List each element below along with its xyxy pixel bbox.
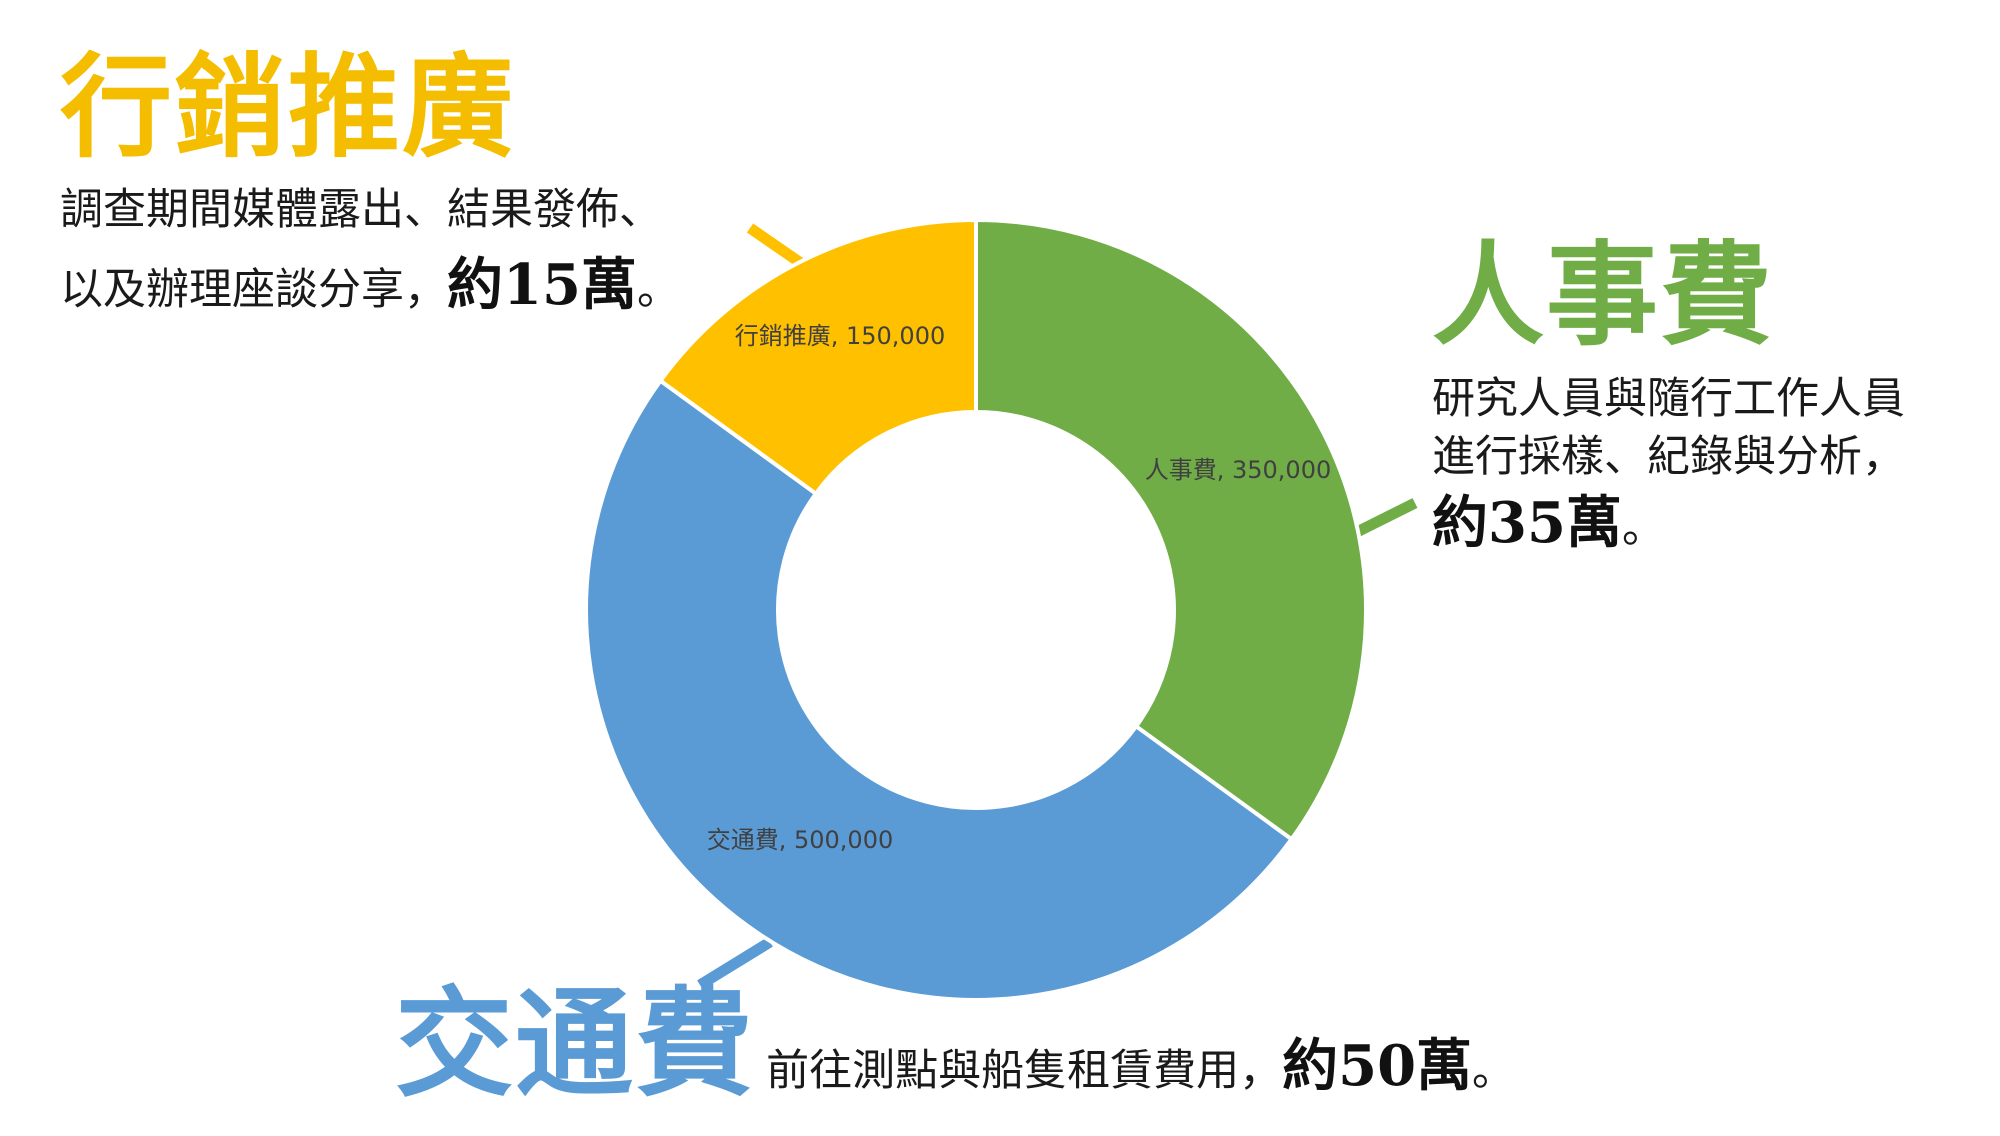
marketing-title: 行銷推廣 [60,42,516,173]
leader-line-marketing [746,223,809,271]
personnel-period: 。 [1621,503,1665,554]
leader-line-transport [697,937,773,990]
donut-data-labels: 人事費, 350,000 交通費, 500,000 行銷推廣, 150,000 [707,322,1332,854]
leader-line-personnel [1352,498,1418,538]
personnel-description: 研究人員與隨行工作人員 進行採樣、紀錄與分析， 約35萬。 [1432,370,1992,562]
personnel-amount: 約35萬 [1432,490,1622,557]
donut-slice-2 [584,377,1295,1002]
marketing-amount: 約15萬 [447,251,637,318]
leader-lines [697,223,1418,990]
data-label-2: 交通費, 500,000 [707,826,894,854]
marketing-desc-line1: 調查期間媒體露出、結果發佈、 [60,185,662,235]
donut-slices [584,217,1368,1002]
data-label-1: 人事費, 350,000 [1145,456,1332,484]
callout-transport: 交通費 前往測點與船隻租賃費用，約50萬。 [395,985,1975,1108]
callout-personnel: 人事費 研究人員與隨行工作人員 進行採樣、紀錄與分析， 約35萬。 [1432,240,1992,562]
transport-period: 。 [1472,1046,1516,1096]
transport-desc: 前往測點與船隻租賃費用， [766,1046,1283,1096]
marketing-desc-line2: 以及辦理座談分享， [60,264,447,315]
data-label-3: 行銷推廣, 150,000 [735,322,946,350]
personnel-desc-line1: 研究人員與隨行工作人員 [1432,374,1905,424]
marketing-period: 。 [636,264,680,315]
transport-title: 交通費 [395,974,756,1113]
callout-marketing: 行銷推廣 調查期間媒體露出、結果發佈、 以及辦理座談分享，約15萬。 [60,52,800,327]
transport-amount: 約50萬 [1282,1033,1473,1099]
transport-description: 前往測點與船隻租賃費用，約50萬。 [766,1033,1516,1099]
donut-slice-3 [657,217,978,497]
donut-slice-1 [974,217,1368,843]
personnel-desc-line2: 進行採樣、紀錄與分析， [1432,432,1905,483]
marketing-description: 調查期間媒體露出、結果發佈、 以及辦理座談分享，約15萬。 [60,178,800,327]
personnel-title: 人事費 [1432,230,1774,361]
